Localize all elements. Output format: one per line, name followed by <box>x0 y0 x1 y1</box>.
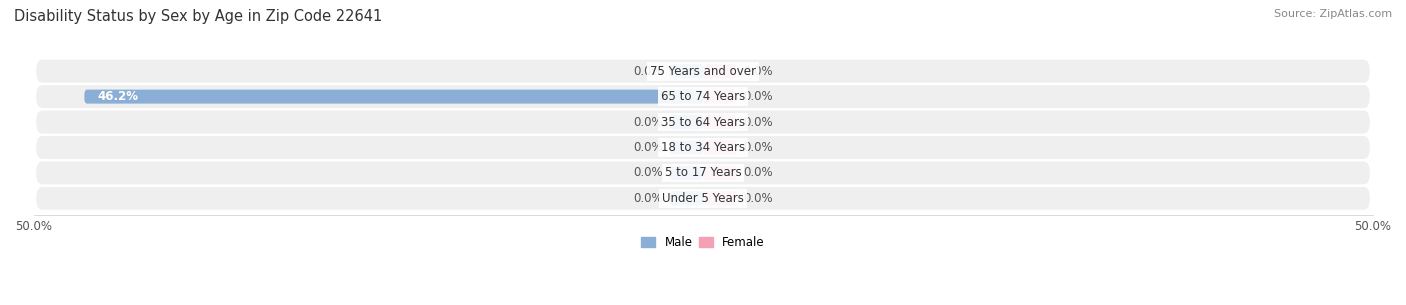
FancyBboxPatch shape <box>703 90 737 104</box>
Text: 0.0%: 0.0% <box>633 141 662 154</box>
Text: 0.0%: 0.0% <box>744 116 773 128</box>
Text: 0.0%: 0.0% <box>744 90 773 103</box>
FancyBboxPatch shape <box>669 191 703 205</box>
FancyBboxPatch shape <box>669 64 703 78</box>
Text: 0.0%: 0.0% <box>633 65 662 78</box>
FancyBboxPatch shape <box>703 115 737 129</box>
FancyBboxPatch shape <box>703 64 737 78</box>
FancyBboxPatch shape <box>37 85 1369 108</box>
FancyBboxPatch shape <box>669 115 703 129</box>
Text: Under 5 Years: Under 5 Years <box>662 192 744 205</box>
FancyBboxPatch shape <box>37 111 1369 134</box>
FancyBboxPatch shape <box>669 141 703 155</box>
Text: 65 to 74 Years: 65 to 74 Years <box>661 90 745 103</box>
Text: 46.2%: 46.2% <box>98 90 139 103</box>
FancyBboxPatch shape <box>703 191 737 205</box>
Text: Source: ZipAtlas.com: Source: ZipAtlas.com <box>1274 9 1392 19</box>
Text: 0.0%: 0.0% <box>744 141 773 154</box>
Text: 0.0%: 0.0% <box>744 192 773 205</box>
Text: 0.0%: 0.0% <box>633 116 662 128</box>
FancyBboxPatch shape <box>84 90 703 104</box>
Text: 5 to 17 Years: 5 to 17 Years <box>665 167 741 179</box>
Text: 0.0%: 0.0% <box>633 167 662 179</box>
Text: Disability Status by Sex by Age in Zip Code 22641: Disability Status by Sex by Age in Zip C… <box>14 9 382 24</box>
FancyBboxPatch shape <box>37 187 1369 210</box>
FancyBboxPatch shape <box>37 161 1369 184</box>
FancyBboxPatch shape <box>37 136 1369 159</box>
Text: 18 to 34 Years: 18 to 34 Years <box>661 141 745 154</box>
FancyBboxPatch shape <box>703 141 737 155</box>
FancyBboxPatch shape <box>37 60 1369 83</box>
Text: 35 to 64 Years: 35 to 64 Years <box>661 116 745 128</box>
Legend: Male, Female: Male, Female <box>637 231 769 254</box>
FancyBboxPatch shape <box>669 166 703 180</box>
Text: 0.0%: 0.0% <box>744 167 773 179</box>
Text: 75 Years and over: 75 Years and over <box>650 65 756 78</box>
Text: 0.0%: 0.0% <box>633 192 662 205</box>
FancyBboxPatch shape <box>703 166 737 180</box>
Text: 0.0%: 0.0% <box>744 65 773 78</box>
